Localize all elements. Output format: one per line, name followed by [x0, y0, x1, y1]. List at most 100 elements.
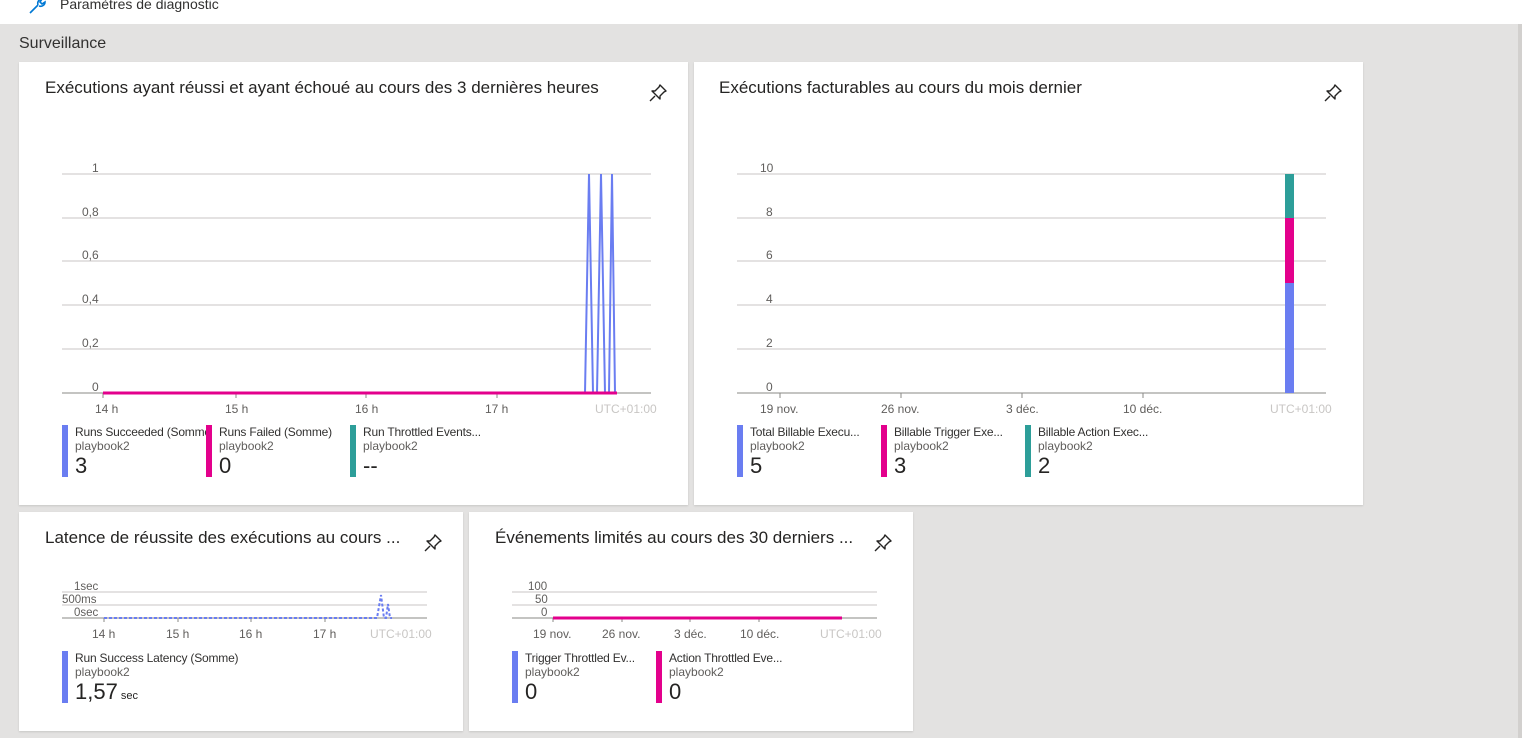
- legend-resource: playbook2: [75, 439, 130, 453]
- card-title: Exécutions facturables au cours du mois …: [719, 78, 1082, 97]
- legend-value: 3: [894, 453, 907, 478]
- scrollbar[interactable]: [1518, 24, 1522, 738]
- card-runs-succeeded-failed[interactable]: Exécutions ayant réussi et ayant échoué …: [19, 62, 688, 505]
- chart-throttled: 100 50 0 19 nov. 26 nov. 3 déc. 10 déc. …: [512, 581, 882, 641]
- legend-name: Run Throttled Events...: [363, 425, 481, 439]
- legend-item[interactable]: Billable Trigger Exe... playbook2 3: [881, 425, 1023, 478]
- legend-item[interactable]: Run Throttled Events... playbook2 --: [350, 425, 492, 478]
- wrench-icon: [29, 0, 46, 14]
- legend-value: 1,57: [75, 679, 118, 704]
- y-tick: 10: [760, 161, 774, 175]
- pin-icon[interactable]: [1322, 82, 1344, 104]
- legend-item[interactable]: Total Billable Execu... playbook2 5: [737, 425, 879, 478]
- pin-icon[interactable]: [422, 532, 444, 554]
- y-tick: 2: [766, 336, 773, 350]
- legend-color: [737, 425, 743, 477]
- x-tick: 19 nov.: [533, 627, 571, 641]
- card-title: Exécutions ayant réussi et ayant échoué …: [45, 78, 599, 97]
- x-tick: 14 h: [92, 627, 115, 641]
- legend-color: [206, 425, 212, 477]
- y-tick: 50: [535, 594, 548, 606]
- legend-unit: sec: [120, 690, 138, 702]
- legend-value: 3: [75, 453, 88, 478]
- legend-item[interactable]: Action Throttled Eve... playbook2 0: [656, 651, 798, 704]
- legend-name: Billable Action Exec...: [1038, 425, 1149, 439]
- chart-billable: 0 2 4 6 8 10 19 nov. 26 nov. 3 déc. 10 d…: [737, 161, 1332, 416]
- x-tick: 3 déc.: [674, 627, 707, 641]
- legend-resource: playbook2: [75, 665, 130, 679]
- legend-resource: playbook2: [669, 665, 724, 679]
- card-title: Latence de réussite des exécutions au co…: [45, 528, 401, 547]
- x-tick: 3 déc.: [1006, 402, 1039, 416]
- legend-item[interactable]: Trigger Throttled Ev... playbook2 0: [512, 651, 654, 704]
- legend-name: Action Throttled Eve...: [669, 651, 783, 665]
- y-tick: 100: [528, 581, 547, 593]
- legend-item[interactable]: Billable Action Exec... playbook2 2: [1025, 425, 1167, 478]
- legend-item[interactable]: Run Success Latency (Somme) playbook2 1,…: [62, 651, 262, 704]
- x-tick: 10 déc.: [1123, 402, 1162, 416]
- y-tick: 0,2: [82, 336, 99, 350]
- card-billable-executions[interactable]: Exécutions facturables au cours du mois …: [694, 62, 1363, 505]
- bar-billable-trigger: [1285, 218, 1294, 283]
- bar-total-billable: [1285, 283, 1294, 393]
- section-title: Surveillance: [19, 35, 107, 52]
- legend-resource: playbook2: [894, 439, 949, 453]
- legend-name: Total Billable Execu...: [750, 425, 860, 439]
- legend-color: [62, 425, 68, 477]
- legend-name: Run Success Latency (Somme): [75, 651, 239, 665]
- legend-item[interactable]: Runs Failed (Somme) playbook2 0: [206, 425, 348, 478]
- legend-color: [881, 425, 887, 477]
- timezone-label: UTC+01:00: [820, 627, 882, 641]
- legend-resource: playbook2: [219, 439, 274, 453]
- x-tick: 15 h: [166, 627, 189, 641]
- y-tick: 0,4: [82, 292, 99, 306]
- card-run-latency[interactable]: Latence de réussite des exécutions au co…: [19, 512, 463, 731]
- x-tick: 17 h: [485, 402, 508, 416]
- legend-value: 0: [669, 679, 682, 704]
- y-tick: 1sec: [74, 581, 99, 593]
- legend-resource: playbook2: [750, 439, 805, 453]
- y-tick: 0: [766, 380, 773, 394]
- x-tick: 26 nov.: [881, 402, 919, 416]
- legend-resource: playbook2: [525, 665, 580, 679]
- legend-color: [512, 651, 518, 703]
- legend-value: 0: [525, 679, 538, 704]
- legend-color: [62, 651, 68, 703]
- legend-color: [656, 651, 662, 703]
- legend-name: Runs Failed (Somme): [219, 425, 332, 439]
- x-tick: 26 nov.: [602, 627, 640, 641]
- legend-item[interactable]: Runs Succeeded (Somme) playbook2 3: [62, 425, 215, 478]
- legend-name: Runs Succeeded (Somme): [75, 425, 215, 439]
- series-line-latency: [104, 594, 392, 619]
- x-tick: 16 h: [239, 627, 262, 641]
- legend-name: Billable Trigger Exe...: [894, 425, 1003, 439]
- chart-latency: 1sec 500ms 0sec 14 h 15 h 16 h 17 h UTC+…: [62, 581, 432, 641]
- legend-value: 2: [1038, 453, 1051, 478]
- x-tick: 10 déc.: [740, 627, 779, 641]
- y-tick: 0: [92, 380, 99, 394]
- x-tick: 16 h: [355, 402, 378, 416]
- y-tick: 0,8: [82, 205, 99, 219]
- series-line-succeeded: [103, 173, 617, 394]
- card-title: Événements limités au cours des 30 derni…: [495, 528, 854, 547]
- y-tick: 8: [766, 205, 773, 219]
- legend-value: 0: [219, 453, 232, 478]
- legend-color: [350, 425, 356, 477]
- y-tick: 0sec: [74, 607, 99, 619]
- legend-value: --: [363, 453, 378, 478]
- y-tick: 1: [92, 161, 99, 175]
- x-tick: 14 h: [95, 402, 118, 416]
- x-tick: 15 h: [225, 402, 248, 416]
- legend-resource: playbook2: [363, 439, 418, 453]
- y-tick: 6: [766, 248, 773, 262]
- timezone-label: UTC+01:00: [1270, 402, 1332, 416]
- legend-color: [1025, 425, 1031, 477]
- pin-icon[interactable]: [872, 532, 894, 554]
- grid-lines: [62, 173, 651, 394]
- legend-value: 5: [750, 453, 763, 478]
- card-throttled-events[interactable]: Événements limités au cours des 30 derni…: [469, 512, 913, 731]
- bar-billable-action: [1285, 174, 1294, 218]
- pin-icon[interactable]: [647, 82, 669, 104]
- x-tick: 19 nov.: [760, 402, 798, 416]
- diagnostic-settings-link[interactable]: Paramètres de diagnostic: [60, 0, 219, 12]
